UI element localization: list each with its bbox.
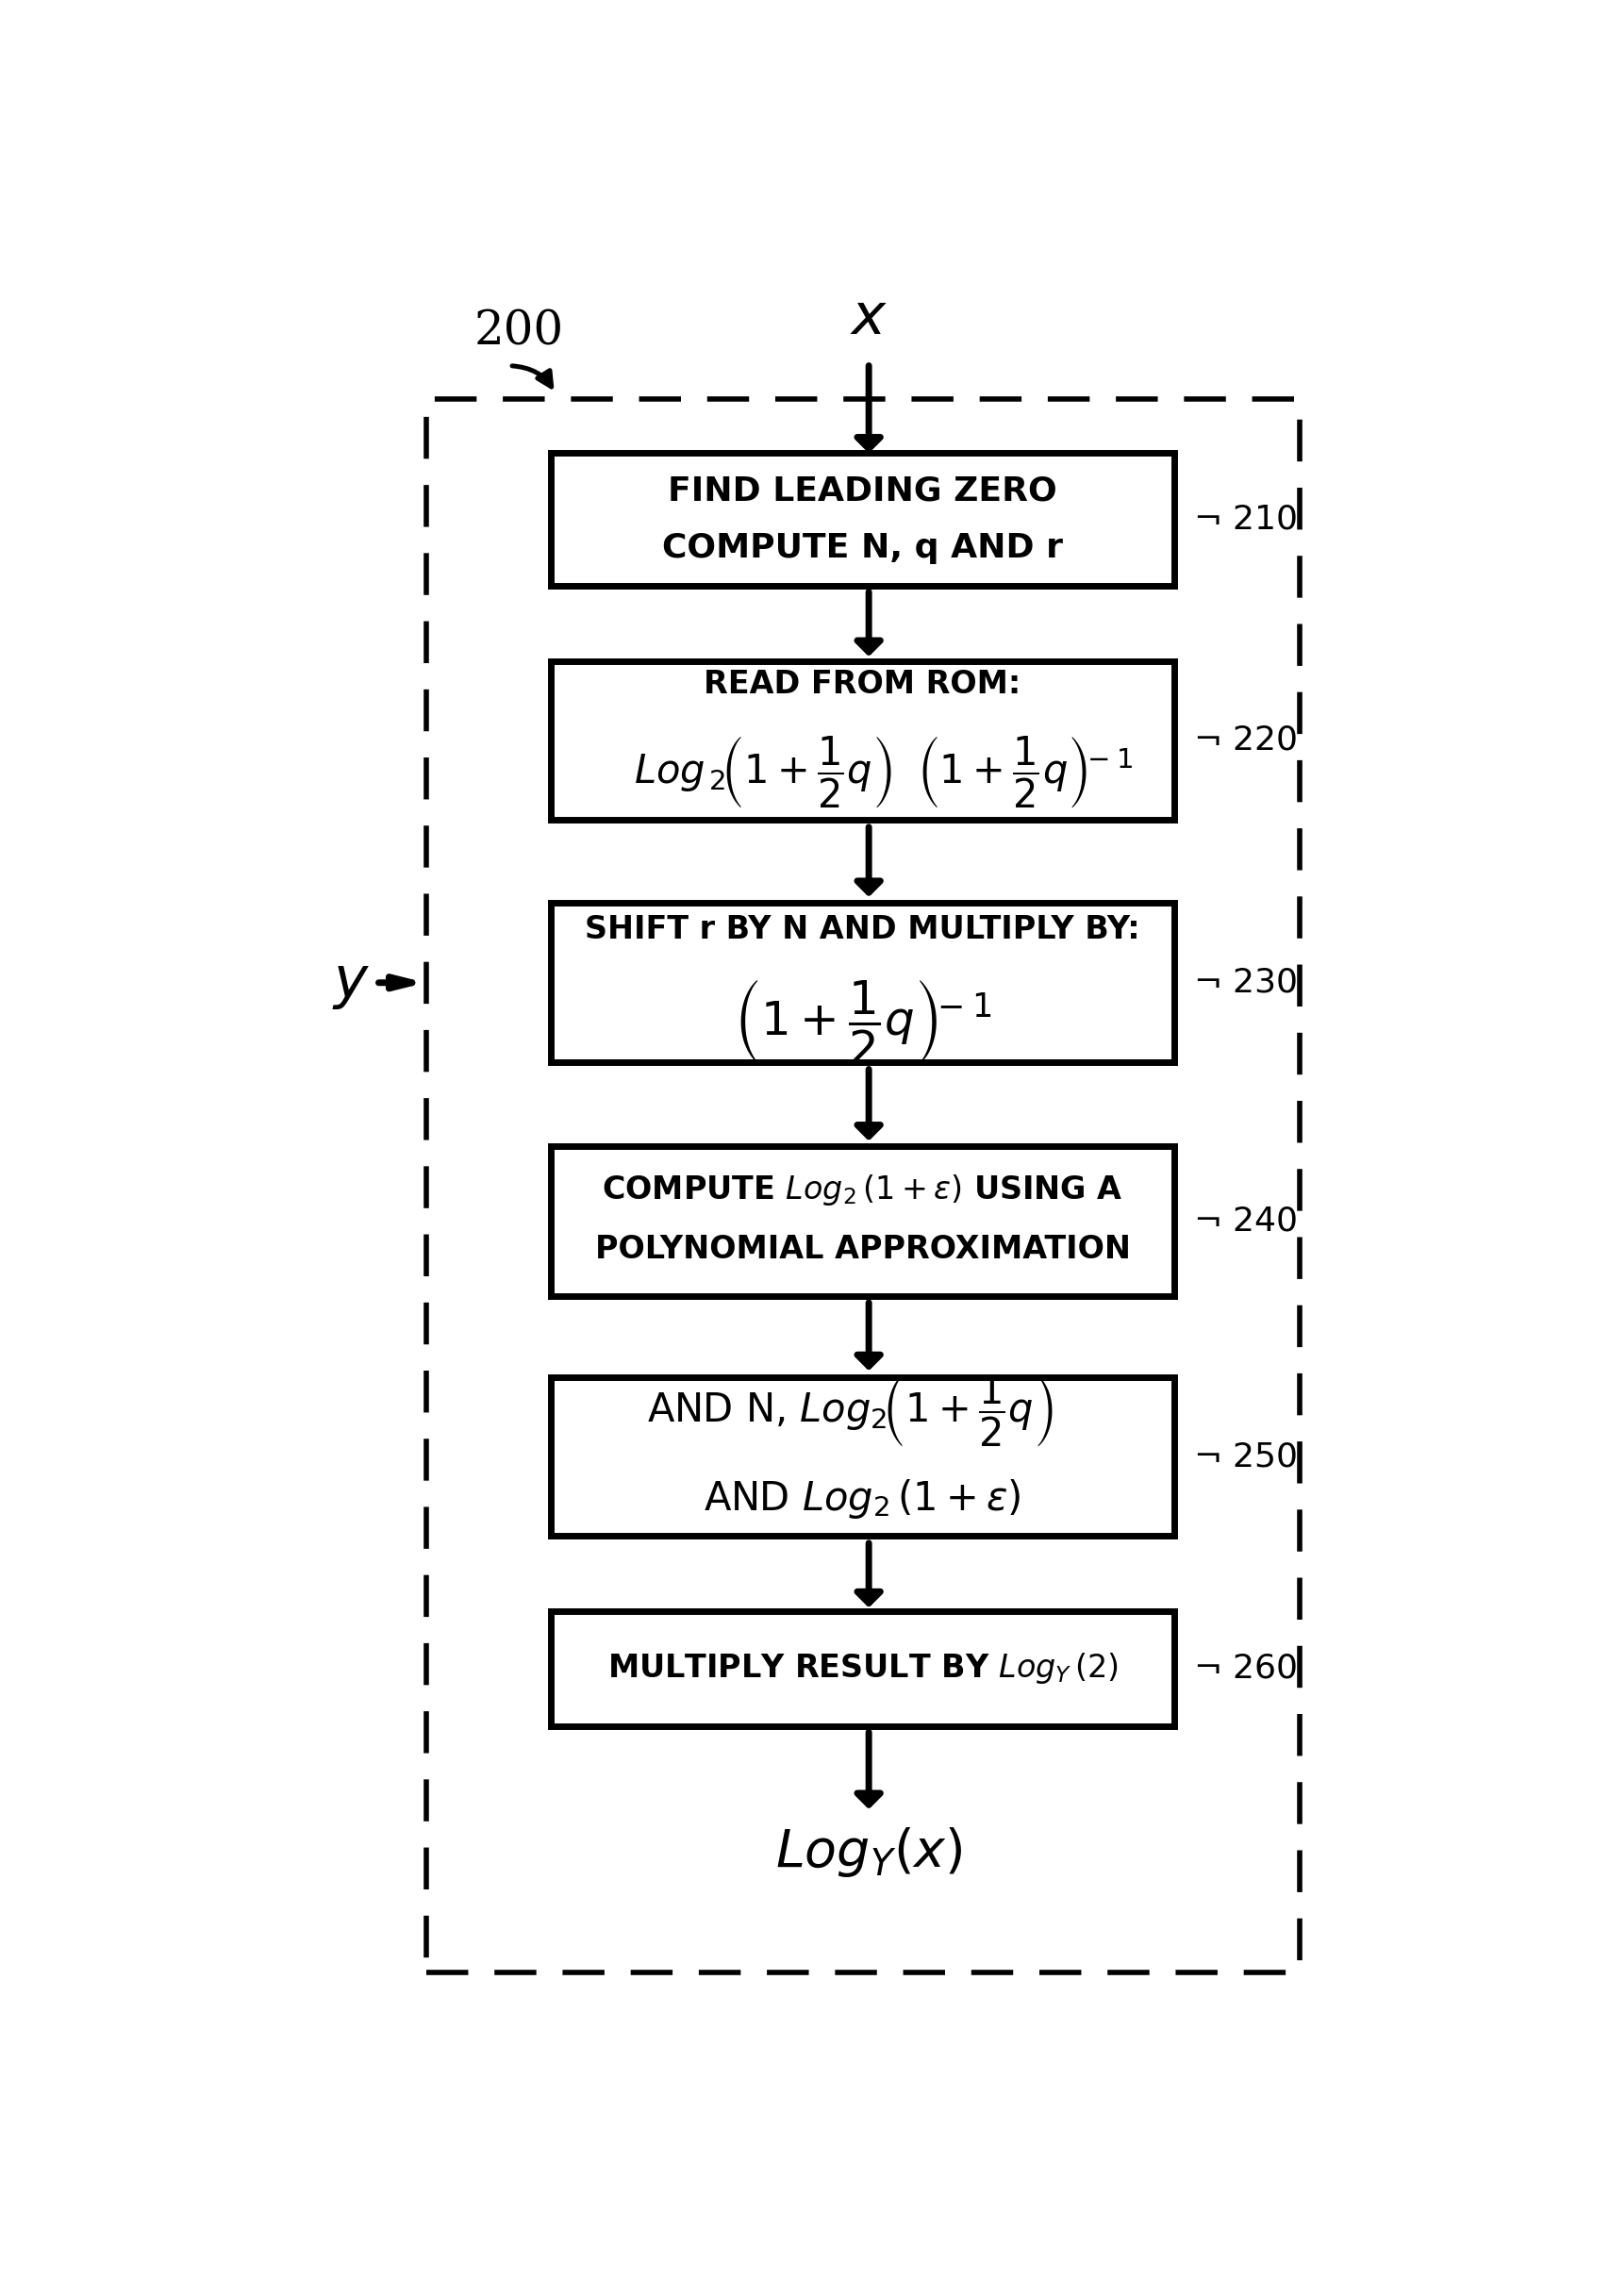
Text: $\neg$ 210: $\neg$ 210	[1193, 503, 1298, 535]
Bar	[551, 452, 1174, 585]
Text: AND $\mathit{Log}_2\,(1+\varepsilon)$: AND $\mathit{Log}_2\,(1+\varepsilon)$	[704, 1476, 1021, 1520]
Bar	[551, 902, 1174, 1063]
Text: $\neg$ 240: $\neg$ 240	[1193, 1205, 1298, 1238]
Text: $\neg$ 260: $\neg$ 260	[1193, 1653, 1298, 1685]
Bar	[551, 1378, 1174, 1536]
Text: $\mathit{Log}_Y(x)$: $\mathit{Log}_Y(x)$	[774, 1825, 963, 1880]
Text: FIND LEADING ZERO: FIND LEADING ZERO	[668, 475, 1058, 507]
Text: $\left(1+\dfrac{1}{2}q\right)^{\!\!-1}$: $\left(1+\dfrac{1}{2}q\right)^{\!\!-1}$	[916, 735, 1133, 810]
Text: $\mathit{Log}_{\,2}\!\left(1+\dfrac{1}{2}q\right)$: $\mathit{Log}_{\,2}\!\left(1+\dfrac{1}{2…	[634, 735, 892, 810]
Text: COMPUTE N, q AND r: COMPUTE N, q AND r	[662, 533, 1063, 565]
Text: COMPUTE $\mathit{Log}_2\,(1+\varepsilon)$ USING A: COMPUTE $\mathit{Log}_2\,(1+\varepsilon)…	[602, 1171, 1124, 1208]
Text: READ FROM ROM:: READ FROM ROM:	[704, 668, 1021, 700]
Bar	[425, 400, 1299, 1972]
Bar	[551, 1612, 1174, 1727]
Text: $\left(1+\dfrac{1}{2}q\right)^{\!\!-1}$: $\left(1+\dfrac{1}{2}q\right)^{\!\!-1}$	[734, 978, 992, 1065]
Text: $\neg$ 220: $\neg$ 220	[1193, 726, 1298, 755]
Text: $\mathit{y}$: $\mathit{y}$	[332, 955, 370, 1010]
Text: $\neg$ 250: $\neg$ 250	[1193, 1440, 1298, 1472]
Text: 200: 200	[475, 308, 565, 356]
Text: $\mathit{x}$: $\mathit{x}$	[850, 289, 887, 347]
Text: MULTIPLY RESULT BY $\mathit{Log}_Y\,(2)$: MULTIPLY RESULT BY $\mathit{Log}_Y\,(2)$	[607, 1651, 1119, 1685]
Text: AND N, $\mathit{Log}_2\!\left(1+\dfrac{1}{2}q\right)$: AND N, $\mathit{Log}_2\!\left(1+\dfrac{1…	[647, 1373, 1053, 1449]
Text: POLYNOMIAL APPROXIMATION: POLYNOMIAL APPROXIMATION	[594, 1233, 1130, 1265]
Bar	[551, 1146, 1174, 1297]
Text: $\neg$ 230: $\neg$ 230	[1193, 967, 1298, 999]
Text: SHIFT r BY N AND MULTIPLY BY:: SHIFT r BY N AND MULTIPLY BY:	[584, 914, 1140, 946]
Bar	[551, 661, 1174, 820]
